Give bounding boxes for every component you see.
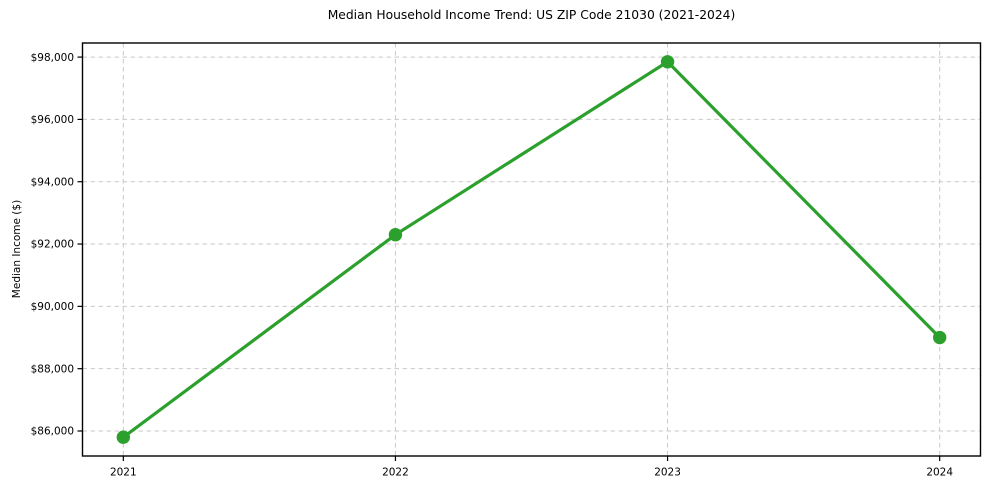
chart-title: Median Household Income Trend: US ZIP Co… <box>327 8 736 22</box>
tick-layer: $86,000 $88,000 $90,000 $92,000 $94,000 $96,0… <box>31 52 954 479</box>
series-line <box>121 60 942 439</box>
y-tick-label: $88,000 <box>31 363 74 375</box>
grid-layer <box>82 43 981 456</box>
y-tick-label: $94,000 <box>31 176 74 188</box>
y-tick-label: $96,000 <box>31 114 74 126</box>
data-point-2024 <box>932 330 947 345</box>
x-tick-label: 2023 <box>654 467 681 479</box>
data-point-2021 <box>116 430 131 444</box>
x-tick-label: 2022 <box>382 467 409 479</box>
x-tick-label: 2024 <box>926 467 953 479</box>
data-point-2022 <box>388 227 403 242</box>
axes-spines <box>81 42 982 457</box>
y-tick-label: $90,000 <box>31 301 74 313</box>
y-tick-label: $86,000 <box>31 426 74 438</box>
y-tick-label: $98,000 <box>31 52 74 64</box>
x-tick-label: 2021 <box>110 467 137 479</box>
y-tick-label: $92,000 <box>31 239 74 251</box>
data-point-2023 <box>660 55 675 69</box>
